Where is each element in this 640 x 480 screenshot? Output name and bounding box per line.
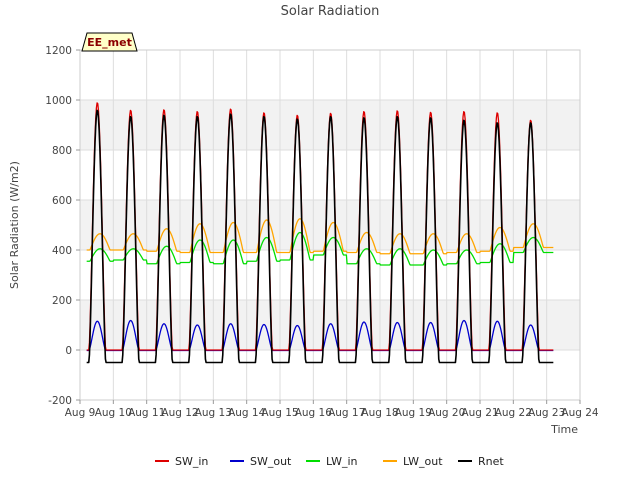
legend-label-sw-out: SW_out [250, 455, 292, 468]
x-tick-label: Aug 18 [361, 407, 398, 419]
x-tick-label: Aug 11 [128, 407, 165, 419]
badge-label: EE_met [87, 36, 132, 49]
series-line-rnet [86, 109, 554, 364]
x-tick-label: Aug 24 [561, 407, 599, 419]
x-tick-label: Aug 21 [461, 407, 498, 419]
series-line-sw-in [86, 102, 554, 351]
x-axis-label: Time [550, 423, 578, 436]
x-tick-label: Aug 22 [495, 407, 532, 419]
series-line-lw-in [86, 231, 554, 266]
x-tick-label: Aug 10 [95, 407, 132, 419]
y-tick-label: 400 [52, 245, 72, 257]
x-tick-label: Aug 13 [195, 407, 232, 419]
legend-label-rnet: Rnet [478, 455, 504, 468]
legend-label-lw-in: LW_in [326, 455, 358, 468]
y-tick-label: 1200 [45, 45, 72, 57]
x-tick-label: Aug 23 [528, 407, 565, 419]
y-axis-label: Solar Radiation (W/m2) [8, 161, 21, 289]
ee-met-badge: EE_met [81, 32, 138, 52]
y-tick-label: 600 [52, 195, 72, 207]
y-tick-label: -200 [48, 395, 72, 407]
y-tick-label: 800 [52, 145, 72, 157]
y-tick-labels: -200 0 200 400 600 800 1000 1200 [45, 45, 80, 407]
series-layer [86, 102, 554, 364]
chart-title: Solar Radiation [281, 4, 380, 19]
badge-shape [81, 32, 138, 52]
legend-label-lw-out: LW_out [403, 455, 443, 468]
x-tick-label: Aug 12 [161, 407, 198, 419]
x-tick-label: Aug 14 [228, 407, 266, 419]
y-tick-label: 1000 [45, 95, 72, 107]
legend: SW_in SW_out LW_in LW_out Rnet [155, 455, 504, 468]
plot-frame [79, 49, 581, 401]
y-tick-label: 200 [52, 295, 72, 307]
x-tick-label: Aug 15 [261, 407, 298, 419]
x-tick-label: Aug 19 [395, 407, 432, 419]
x-tick-label: Aug 17 [328, 407, 365, 419]
y-tick-label: 0 [65, 345, 72, 357]
x-tick-label: Aug 16 [295, 407, 333, 419]
series-line-lw-out [86, 218, 554, 255]
x-tick-label: Aug 9 [65, 407, 96, 419]
x-tick-label: Aug 20 [428, 407, 465, 419]
legend-label-sw-in: SW_in [175, 455, 208, 468]
